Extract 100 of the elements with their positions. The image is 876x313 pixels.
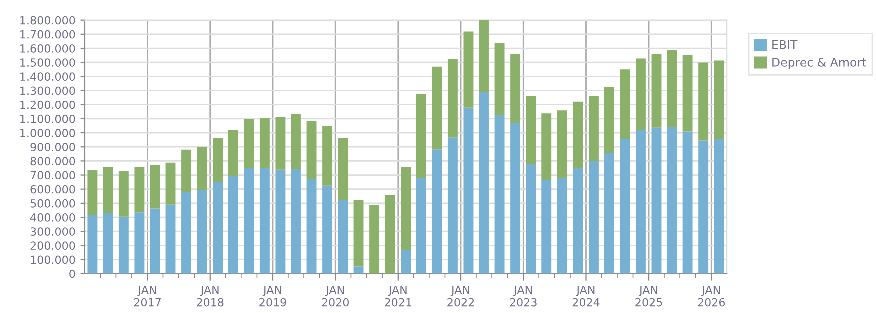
bar	[354, 266, 364, 274]
bar	[134, 212, 145, 274]
y-tick-label: 1.700.000	[20, 30, 76, 39]
bar	[432, 150, 442, 274]
bar	[416, 94, 426, 178]
bar	[714, 138, 724, 274]
bar	[228, 130, 238, 176]
y-tick-label: 1.500.000	[20, 58, 76, 67]
bar	[479, 20, 489, 92]
y-tick-label: 300.000	[30, 228, 76, 236]
x-tick-label: JAN 2018	[197, 286, 224, 307]
y-tick-label: 200.000	[30, 242, 76, 250]
x-tick-label: JAN 2021	[385, 286, 412, 307]
bar	[197, 190, 208, 274]
bar	[182, 192, 192, 274]
bar	[652, 128, 662, 274]
x-tick-label: JAN 2023	[510, 286, 537, 307]
bar	[682, 132, 693, 274]
bar	[401, 167, 412, 250]
bar	[370, 205, 380, 274]
bar	[636, 130, 646, 274]
bar	[244, 168, 254, 274]
legend-label: Deprec & Amort	[772, 58, 866, 70]
bar	[166, 162, 176, 205]
y-tick-label: 1.600.000	[20, 44, 76, 53]
bar	[620, 70, 630, 139]
bar	[213, 138, 224, 182]
bar	[244, 118, 254, 168]
bar	[276, 117, 286, 170]
bar	[620, 138, 630, 274]
bar	[166, 204, 176, 274]
bar	[573, 168, 584, 274]
bar	[652, 54, 662, 128]
bar	[604, 87, 614, 154]
legend-label: EBIT	[772, 40, 798, 50]
bar	[464, 32, 474, 108]
y-tick-label: 1.200.000	[20, 100, 76, 110]
bar	[494, 43, 505, 116]
y-tick-label: 400.000	[30, 214, 76, 222]
bar	[150, 165, 160, 209]
bar	[260, 118, 270, 168]
bar	[588, 161, 599, 274]
bar	[291, 168, 301, 274]
bar	[667, 50, 677, 128]
bar	[88, 215, 98, 274]
bar	[182, 150, 192, 192]
bar	[479, 92, 489, 274]
bar	[464, 108, 474, 274]
bar	[698, 140, 709, 274]
bar	[103, 213, 114, 274]
y-tick-label: 900.000	[30, 143, 76, 152]
bar	[698, 62, 709, 141]
x-tick-label: JAN 2017	[134, 286, 161, 307]
bar	[682, 54, 693, 132]
bar	[197, 147, 208, 190]
bar	[573, 102, 584, 168]
bar	[526, 96, 536, 164]
bar	[385, 196, 396, 274]
bar	[401, 250, 412, 274]
bar	[322, 186, 333, 274]
y-tick-label: 1.300.000	[20, 86, 76, 96]
x-tick-label: JAN 2019	[260, 286, 286, 307]
bar	[213, 182, 224, 274]
bar	[510, 54, 521, 124]
bar	[714, 60, 724, 139]
y-tick-label: 1.100.000	[20, 114, 76, 124]
bar	[150, 208, 160, 274]
y-tick-label: 0	[70, 270, 76, 278]
y-tick-label: 500.000	[30, 199, 76, 208]
bar	[557, 178, 568, 274]
bar	[306, 121, 317, 179]
bar	[542, 114, 552, 180]
y-tick-label: 1.400.000	[20, 72, 76, 82]
y-tick-label: 700.000	[30, 171, 76, 180]
bar	[588, 96, 599, 162]
bar	[276, 170, 286, 274]
x-tick-label: JAN 2022	[448, 286, 474, 307]
bar	[291, 114, 301, 169]
bar	[494, 116, 505, 274]
bar	[260, 168, 270, 274]
y-tick-label: 800.000	[30, 157, 76, 166]
bar	[542, 180, 552, 274]
bar	[416, 178, 426, 274]
bar	[118, 216, 129, 274]
y-tick-label: 100.000	[31, 256, 76, 264]
bar	[322, 126, 333, 186]
bar	[118, 171, 129, 217]
y-tick-label: 1.800.000	[20, 16, 76, 25]
x-tick-label: JAN 2024	[572, 286, 600, 307]
x-tick-label: JAN 2026	[698, 286, 726, 307]
bar	[557, 110, 568, 178]
bar	[604, 153, 614, 274]
bar	[338, 200, 348, 274]
bar	[510, 123, 521, 274]
bar	[88, 170, 98, 216]
y-tick-label: 1.000.000	[20, 129, 76, 138]
bar	[636, 58, 646, 130]
bar	[103, 168, 114, 214]
bar	[134, 168, 145, 213]
y-tick-label: 600.000	[30, 185, 76, 194]
